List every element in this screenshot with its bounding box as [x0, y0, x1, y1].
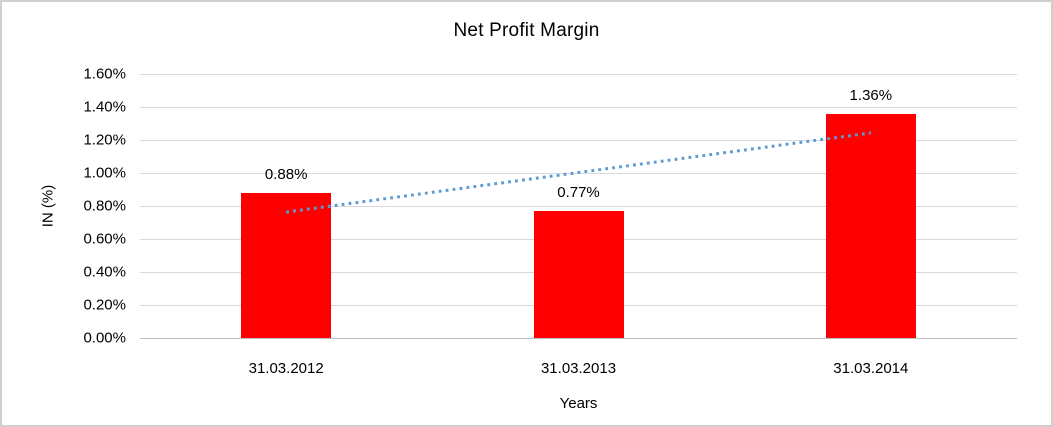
- y-tick-label: 0.00%: [83, 329, 126, 347]
- bar-data-label: 0.88%: [264, 165, 308, 183]
- y-tick-label: 1.40%: [83, 98, 126, 116]
- chart-title: Net Profit Margin: [453, 20, 600, 41]
- y-tick-label: 0.80%: [83, 197, 126, 215]
- x-category-label: 31.03.2013: [540, 360, 617, 377]
- bar: [825, 113, 916, 338]
- y-axis-title: IN (%): [39, 184, 57, 228]
- x-axis-title: Years: [559, 395, 598, 412]
- bar-data-label: 0.77%: [557, 183, 600, 201]
- y-tick-label: 1.20%: [83, 131, 126, 149]
- y-tick-label: 1.60%: [83, 65, 126, 83]
- y-gridline: [140, 74, 1017, 75]
- x-axis-line: [140, 338, 1017, 339]
- y-tick-label: 0.60%: [83, 230, 126, 248]
- plot-area: [140, 74, 1017, 339]
- y-tick-label: 0.40%: [83, 263, 126, 281]
- bar: [241, 192, 332, 338]
- y-gridline: [140, 107, 1017, 108]
- x-category-label: 31.03.2012: [248, 360, 324, 377]
- bar-data-label: 1.36%: [849, 86, 893, 104]
- y-tick-label: 1.00%: [83, 164, 126, 182]
- x-category-label: 31.03.2014: [833, 360, 909, 377]
- y-tick-label: 0.20%: [83, 296, 126, 314]
- bar: [533, 210, 624, 338]
